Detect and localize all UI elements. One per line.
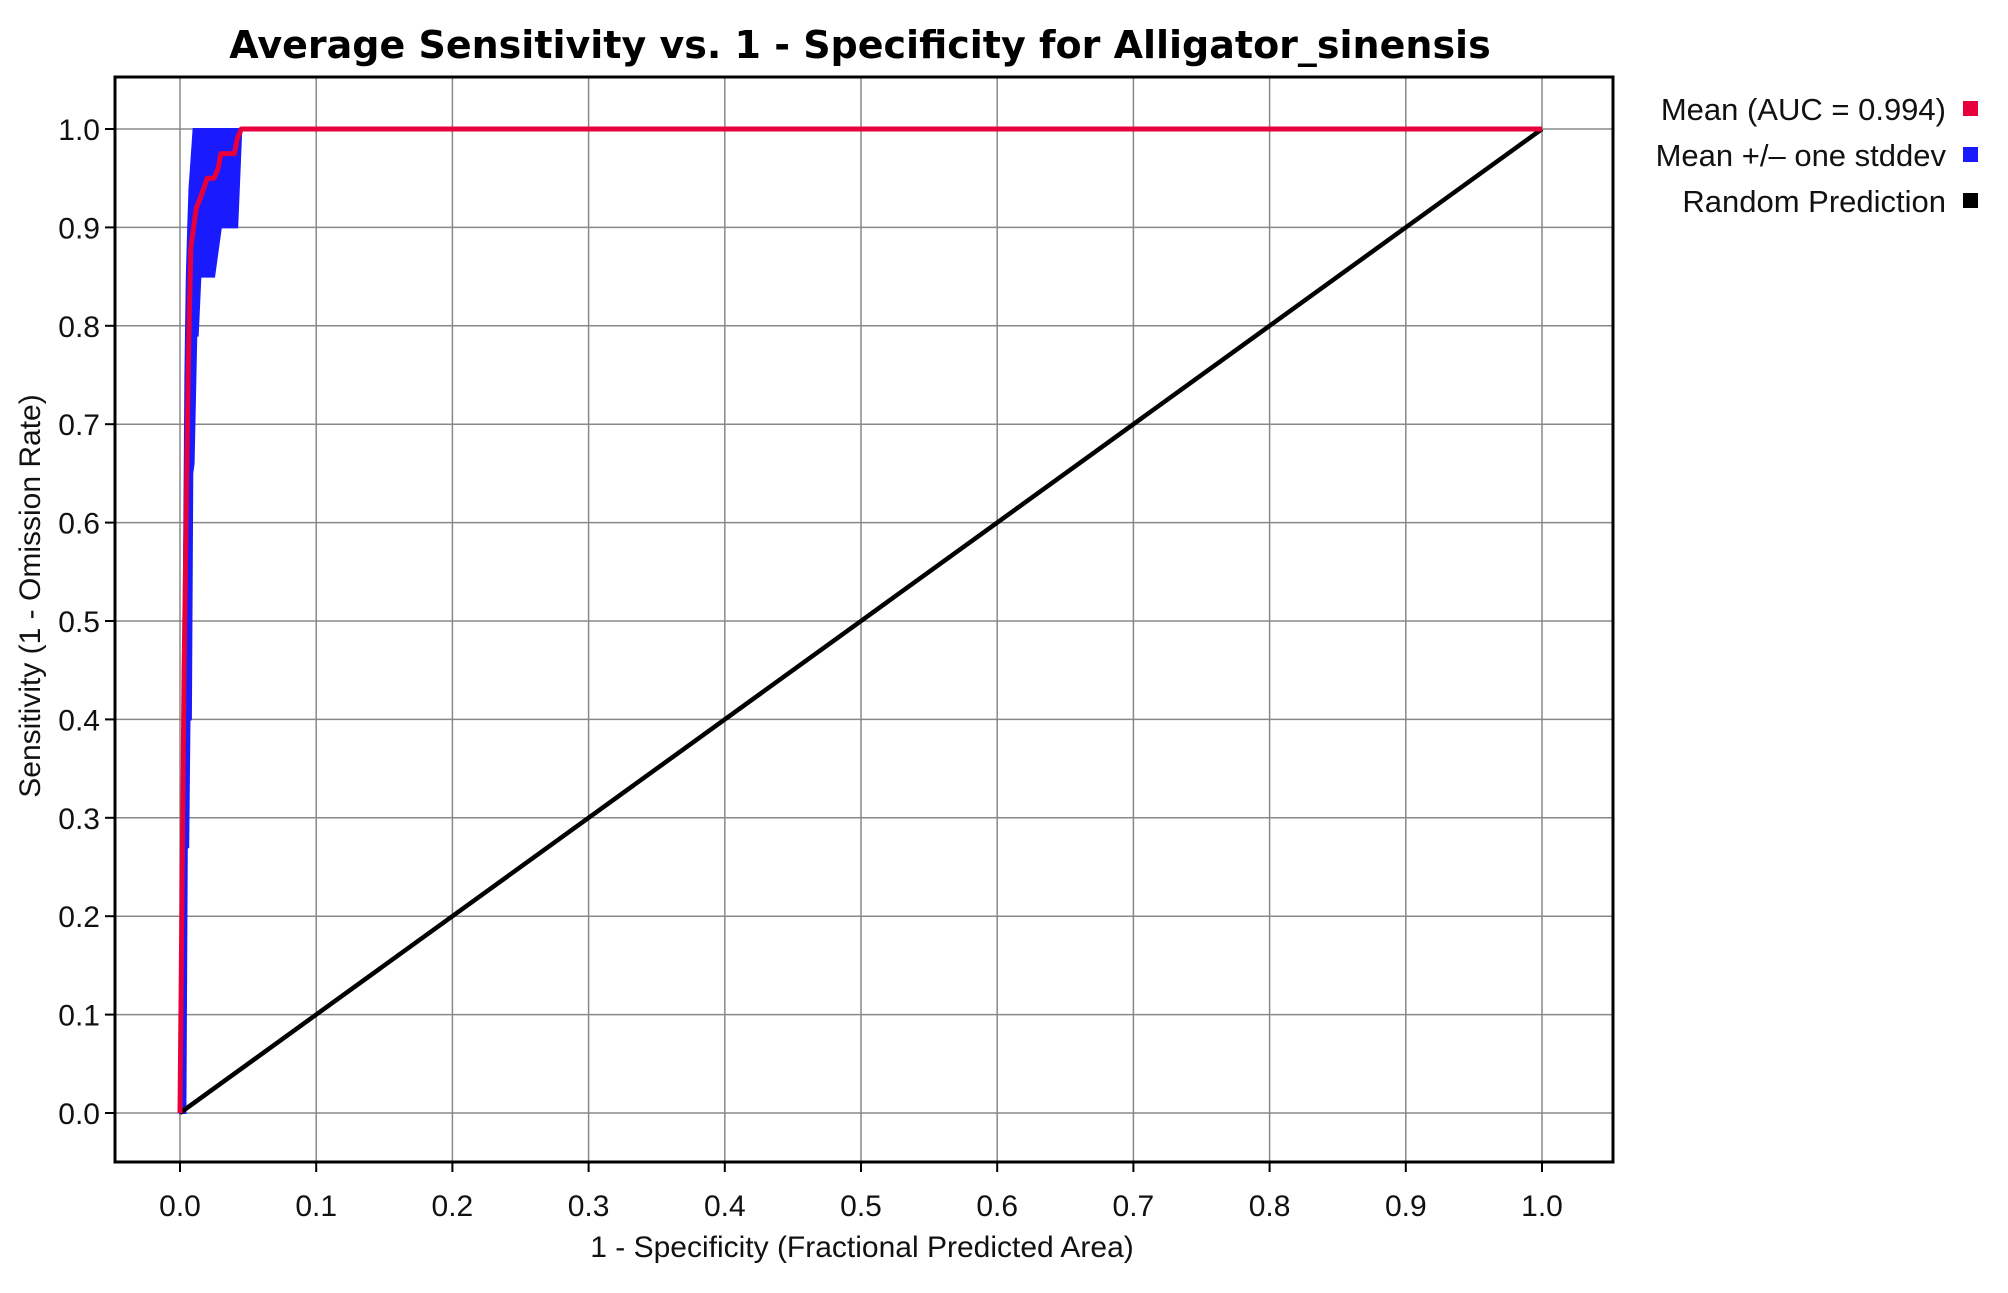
series-lines [177, 126, 1544, 1115]
x-tick-label-7: 0.7 [1113, 1190, 1155, 1223]
x-axis-label: 1 - Specificity (Fractional Predicted Ar… [590, 1231, 1134, 1264]
x-tick-label-8: 0.8 [1249, 1190, 1291, 1223]
series-stddev-band [178, 128, 1542, 1114]
chart-title: Average Sensitivity vs. 1 - Specificity … [229, 23, 1490, 67]
x-tick-label-3: 0.3 [568, 1190, 610, 1223]
y-tick-label-3: 0.3 [58, 803, 100, 836]
legend-swatch-stddev [1963, 147, 1978, 162]
legend-label-stddev: Mean +/– one stddev [1656, 138, 1947, 173]
series-mean [177, 126, 1542, 1114]
legend-swatch-mean [1963, 101, 1978, 116]
y-tick-label-6: 0.6 [58, 508, 100, 541]
plot-frame [113, 75, 1615, 1164]
y-tick-label-4: 0.4 [58, 704, 100, 737]
series-random-prediction [178, 127, 1544, 1115]
y-tick-label-0: 0.0 [58, 1098, 100, 1131]
x-tick-label-6: 0.6 [976, 1190, 1018, 1223]
y-tick-label-5: 0.5 [58, 606, 100, 639]
y-axis-ticks: 0.0 0.1 0.2 0.3 0.4 0.5 0.6 0.7 0.8 0.9 1.0 [58, 114, 115, 1131]
x-tick-label-4: 0.4 [704, 1190, 746, 1223]
y-axis-label: Sensitivity (1 - Omission Rate) [14, 394, 47, 797]
stddev-band [178, 128, 1542, 1114]
x-tick-label-0: 0.0 [159, 1190, 201, 1223]
legend-label-mean: Mean (AUC = 0.994) [1661, 92, 1946, 127]
x-tick-label-2: 0.2 [432, 1190, 474, 1223]
legend-swatch-random [1963, 193, 1978, 208]
x-tick-label-9: 0.9 [1385, 1190, 1427, 1223]
y-tick-label-7: 0.7 [58, 409, 100, 442]
y-tick-label-1: 0.1 [58, 1000, 100, 1033]
x-tick-label-1: 0.1 [295, 1190, 337, 1223]
y-tick-label-8: 0.8 [58, 311, 100, 344]
y-tick-label-9: 0.9 [58, 212, 100, 245]
x-tick-label-10: 1.0 [1521, 1190, 1563, 1223]
x-tick-label-5: 0.5 [840, 1190, 882, 1223]
x-axis-ticks: 0.0 0.1 0.2 0.3 0.4 0.5 0.6 0.7 0.8 0.9 1.0 [159, 1162, 1563, 1223]
legend-label-random: Random Prediction [1682, 184, 1946, 219]
legend: Mean (AUC = 0.994) Mean +/– one stddev Ran… [1656, 92, 1978, 219]
y-tick-label-2: 0.2 [58, 901, 100, 934]
y-tick-label-10: 1.0 [58, 114, 100, 147]
